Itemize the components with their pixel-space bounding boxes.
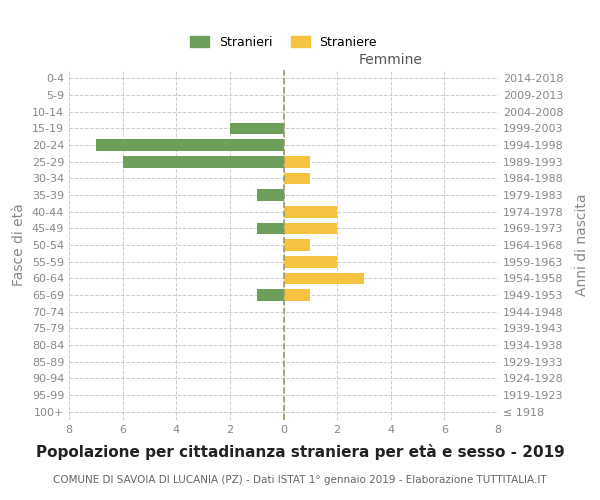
Legend: Stranieri, Straniere: Stranieri, Straniere [185, 31, 382, 54]
Bar [284, 172, 310, 184]
Bar [284, 256, 337, 268]
Bar [257, 222, 284, 234]
Y-axis label: Anni di nascita: Anni di nascita [575, 194, 589, 296]
Bar [284, 206, 337, 218]
Bar [284, 222, 337, 234]
Text: Popolazione per cittadinanza straniera per età e sesso - 2019: Popolazione per cittadinanza straniera p… [35, 444, 565, 460]
Text: Femmine: Femmine [359, 52, 422, 66]
Bar [96, 139, 284, 151]
Y-axis label: Fasce di età: Fasce di età [12, 204, 26, 286]
Bar [257, 189, 284, 201]
Bar [230, 122, 284, 134]
Text: COMUNE DI SAVOIA DI LUCANIA (PZ) - Dati ISTAT 1° gennaio 2019 - Elaborazione TUT: COMUNE DI SAVOIA DI LUCANIA (PZ) - Dati … [53, 475, 547, 485]
Bar [257, 289, 284, 301]
Bar [284, 239, 310, 251]
Bar [284, 156, 310, 168]
Bar [284, 289, 310, 301]
Bar [122, 156, 284, 168]
Bar [284, 272, 364, 284]
